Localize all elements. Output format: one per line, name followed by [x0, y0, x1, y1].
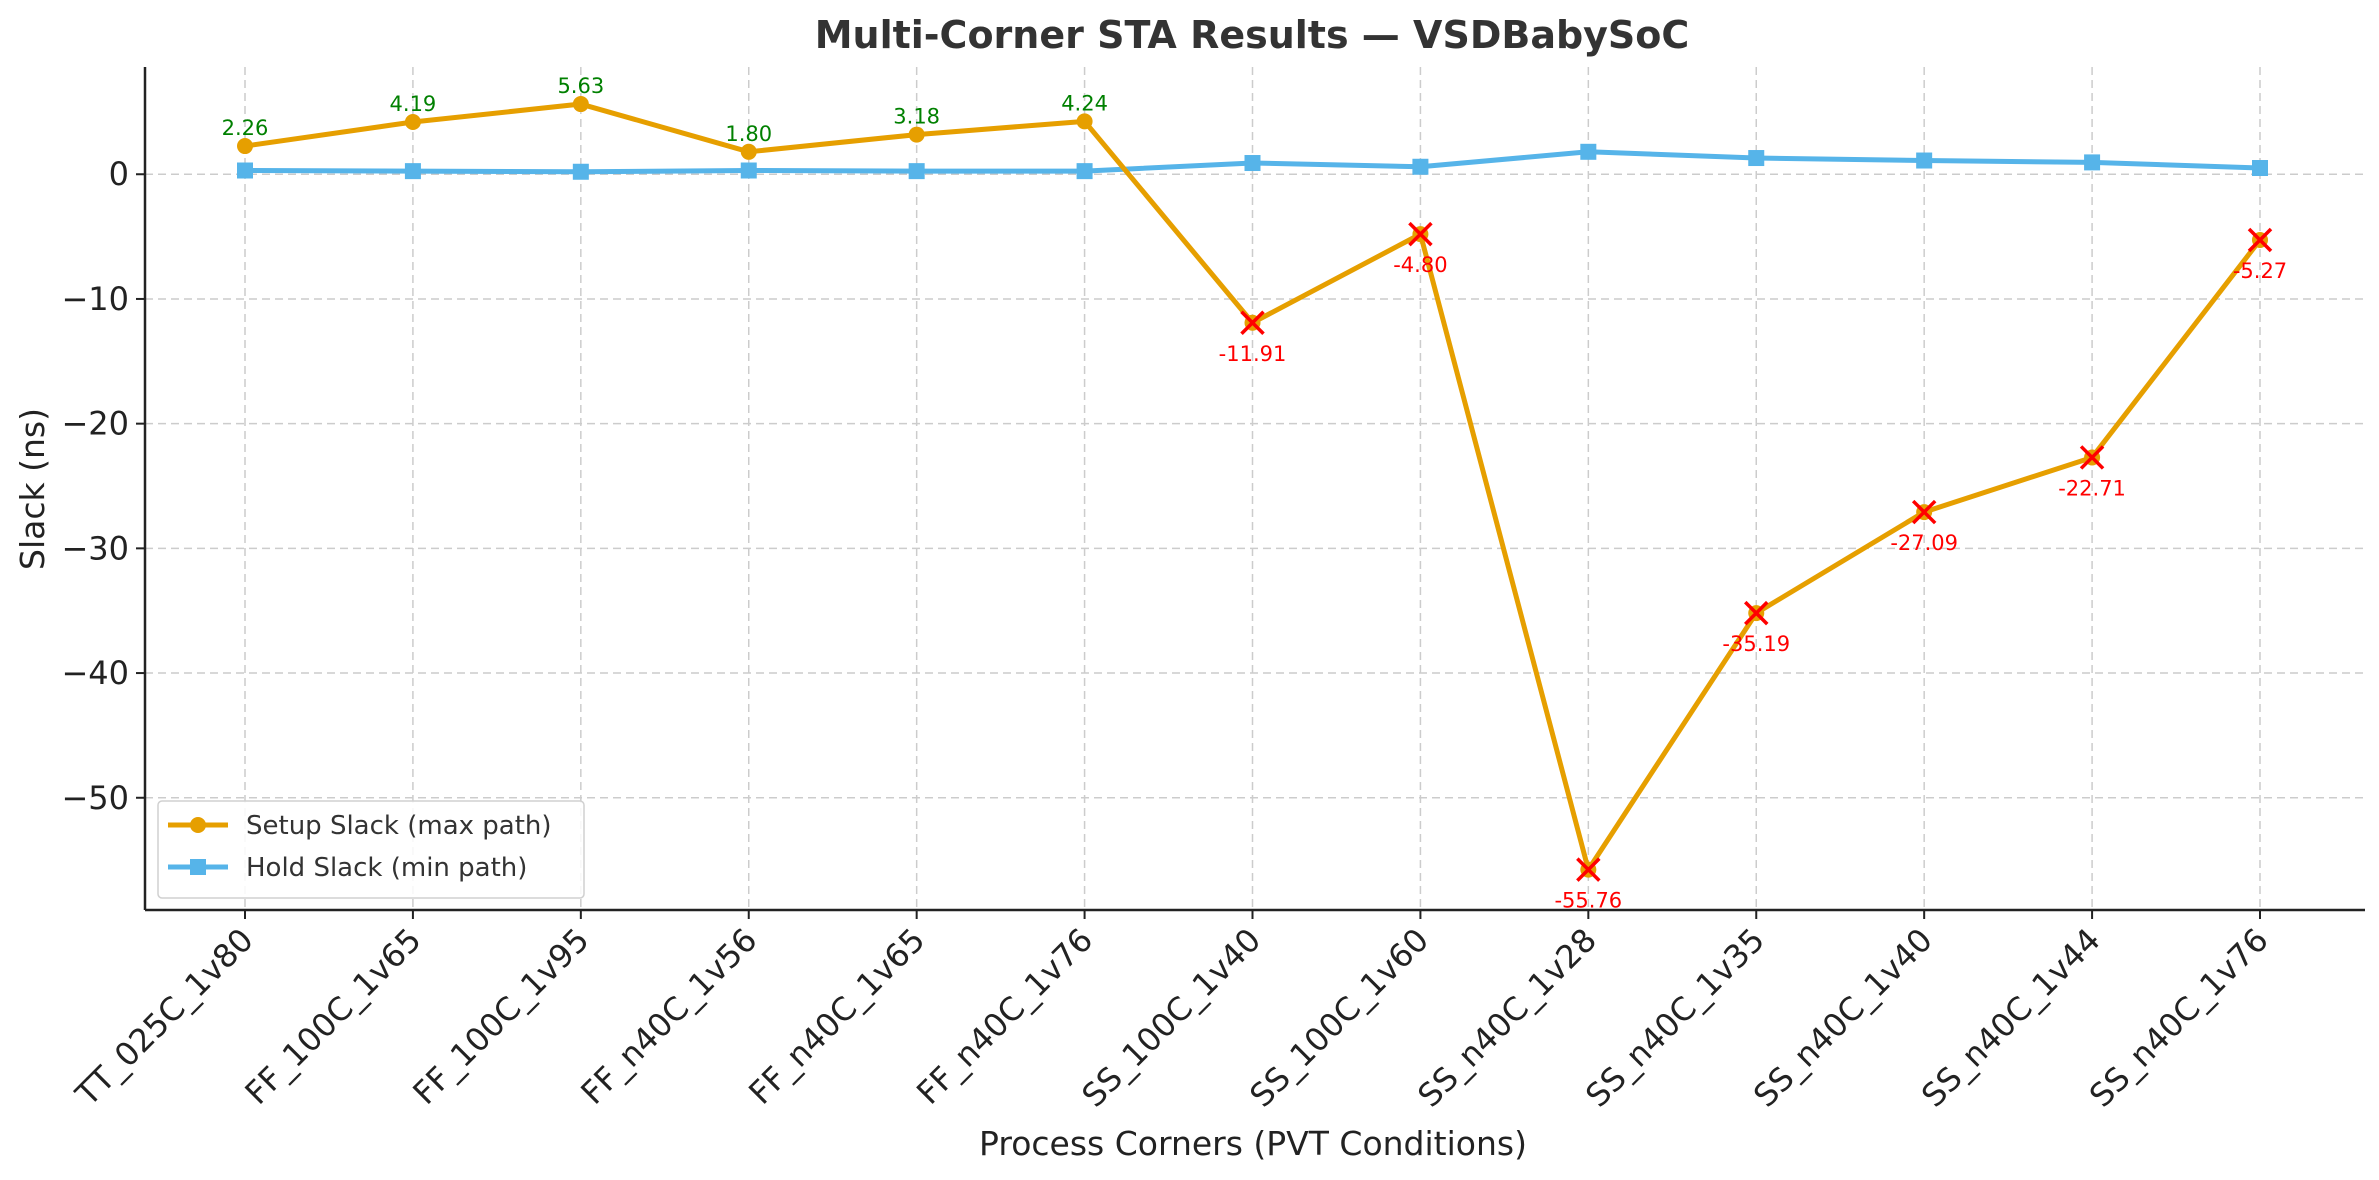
hold-slack-point	[1580, 143, 1597, 160]
setup-slack-label: 1.80	[725, 122, 772, 146]
hold-slack-point	[1748, 150, 1765, 167]
x-tick-label: SS_n40C_1v40	[1746, 921, 1940, 1115]
violation-marker	[1240, 310, 1265, 336]
x-tick-label: FF_n40C_1v56	[573, 921, 764, 1112]
x-tick-label: SS_100C_1v60	[1242, 921, 1436, 1115]
x-tick-label: SS_n40C_1v28	[1410, 921, 1604, 1115]
hold-slack-point	[2084, 154, 2101, 171]
y-tick-label: −30	[61, 529, 129, 567]
hold-slack-point	[740, 162, 757, 179]
setup-slack-label: 5.63	[557, 74, 604, 98]
setup-slack-label: -27.09	[1890, 531, 1958, 555]
violation-marker	[2247, 227, 2273, 253]
setup-slack-label: 3.18	[893, 105, 940, 129]
legend-hold: Hold Slack (min path)	[168, 853, 527, 883]
setup-slack-label: -5.27	[2233, 259, 2287, 283]
x-tick-label: FF_100C_1v95	[405, 921, 596, 1112]
setup-slack-point	[237, 138, 253, 155]
x-tick-label: SS_100C_1v40	[1074, 921, 1268, 1115]
violation-marker	[1576, 857, 1601, 882]
setup-slack-point	[1076, 113, 1093, 130]
legend-label: Hold Slack (min path)	[246, 853, 527, 883]
y-ticks: 0 −10 −20 −30 −40 −50	[61, 155, 145, 817]
grid	[145, 67, 2365, 910]
setup-slack-label: -11.91	[1219, 342, 1287, 366]
data-labels: 2.26 4.19 5.63 1.80 3.18 4.24 -11.91 -4.80 -55.7…	[222, 74, 2288, 913]
setup-slack-point	[908, 126, 925, 143]
series	[237, 96, 2273, 882]
hold-slack-point	[2252, 160, 2268, 177]
y-tick-label: 0	[109, 155, 129, 193]
x-ticks: TT_025C_1v80FF_100C_1v65FF_100C_1v95FF_n…	[68, 910, 2276, 1115]
x-tick-label: FF_n40C_1v76	[909, 921, 1100, 1112]
setup-slack-point	[740, 143, 757, 160]
hold-slack-point	[908, 163, 925, 180]
y-tick-label: −20	[61, 405, 129, 443]
y-tick-label: −50	[61, 779, 129, 817]
y-axis-label: Slack (ns)	[13, 408, 52, 570]
y-tick-label: −10	[61, 280, 129, 318]
violation-marker	[1911, 499, 1937, 525]
setup-slack-label: -35.19	[1722, 632, 1790, 656]
setup-slack-label: -55.76	[1554, 889, 1622, 913]
hold-slack-point	[1916, 152, 1933, 169]
violation-marker	[1408, 221, 1433, 247]
x-axis-label: Process Corners (PVT Conditions)	[979, 1124, 1527, 1163]
setup-slack-label: -22.71	[2058, 476, 2126, 500]
violation-marker	[1744, 600, 1769, 626]
x-tick-label: FF_n40C_1v65	[741, 921, 932, 1112]
setup-slack-label: 4.19	[390, 92, 437, 116]
x-tick-label: SS_n40C_1v35	[1578, 921, 1772, 1115]
x-tick-label: FF_100C_1v65	[237, 921, 428, 1112]
setup-slack-point	[404, 113, 421, 130]
setup-slack-label: 2.26	[222, 116, 269, 140]
hold-slack-point	[572, 163, 589, 180]
hold-slack-point	[1244, 155, 1261, 172]
setup-slack-point	[572, 96, 589, 113]
setup-slack-label: -4.80	[1393, 253, 1447, 277]
x-tick-label: TT_025C_1v80	[68, 921, 261, 1114]
setup-slack-label: 4.24	[1061, 91, 1108, 115]
legend-setup: Setup Slack (max path)	[168, 811, 552, 841]
axes	[143, 67, 2365, 912]
x-tick-label: SS_n40C_1v76	[2082, 921, 2276, 1115]
legend-box	[157, 800, 585, 899]
hold-slack-point	[404, 163, 421, 180]
legend: Setup Slack (max path) Hold Slack (min pa…	[157, 800, 585, 899]
hold-slack-point	[1412, 158, 1429, 175]
chart-title: Multi-Corner STA Results — VSDBabySoC	[815, 13, 1690, 57]
legend-label: Setup Slack (max path)	[246, 811, 552, 841]
violation-marker	[2079, 445, 2105, 470]
hold-slack-point	[1076, 163, 1093, 180]
hold-slack-point	[237, 162, 253, 179]
x-tick-label: SS_n40C_1v44	[1914, 921, 2108, 1115]
y-tick-label: −40	[61, 654, 129, 692]
